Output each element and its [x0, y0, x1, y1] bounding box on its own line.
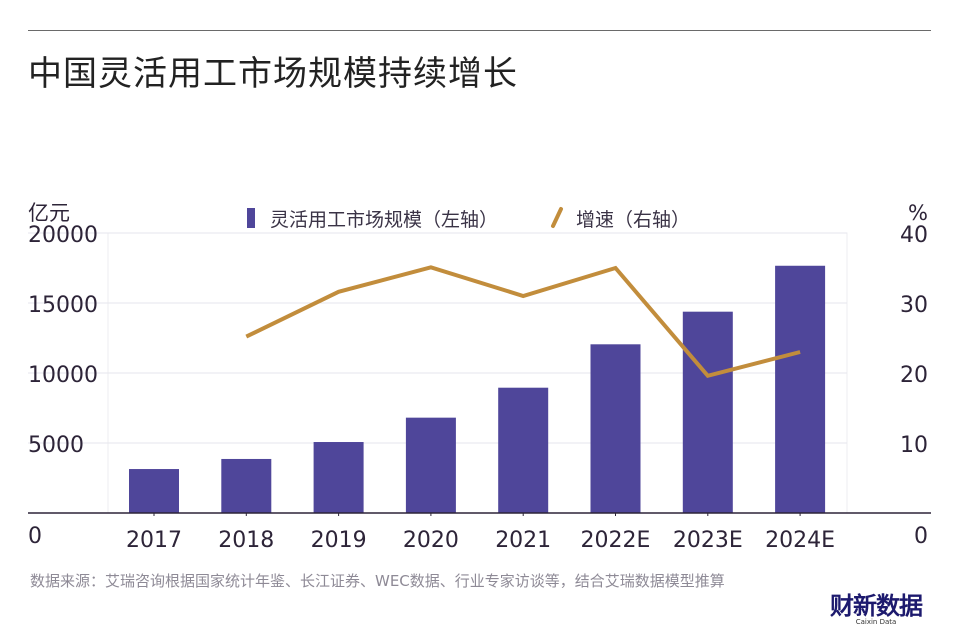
right-tick-label: 0 [914, 524, 928, 549]
bar-2019 [313, 442, 364, 513]
left-tick-label: 5000 [28, 433, 84, 458]
x-tick-label: 2022E [581, 528, 651, 553]
right-axis-label: % [908, 201, 928, 225]
left-tick-label: 0 [28, 524, 42, 549]
logo-text: 财新数据 [830, 592, 923, 620]
legend-bar-swatch [247, 208, 255, 228]
x-tick-label: 2017 [126, 528, 182, 553]
x-tick-label: 2018 [218, 528, 274, 553]
chart-title: 中国灵活用工市场规模持续增长 [28, 54, 518, 94]
left-axis-label: 亿元 [28, 201, 70, 225]
bar-2023E [682, 311, 733, 513]
right-tick-label: 20 [900, 363, 928, 388]
top-rule [28, 30, 931, 31]
right-tick-label: 10 [900, 433, 928, 458]
logo-subtext: Caixin Data [855, 618, 897, 626]
bar-2018 [221, 458, 272, 513]
bar-2021 [498, 387, 549, 513]
x-tick-label: 2019 [311, 528, 367, 553]
left-tick-label: 10000 [28, 363, 98, 388]
bar-2022E [590, 344, 641, 513]
x-tick-label: 2020 [403, 528, 459, 553]
caixin-data-logo: 财新数据 Caixin Data [830, 586, 923, 626]
right-tick-label: 40 [900, 223, 928, 248]
left-tick-label: 20000 [28, 223, 98, 248]
bar-2017 [129, 469, 179, 513]
source-note: 数据来源：艾瑞咨询根据国家统计年鉴、长江证券、WEC数据、行业专家访谈等，结合艾… [30, 572, 725, 590]
legend-bar-label: 灵活用工市场规模（左轴） [270, 209, 498, 231]
bar-2020 [405, 417, 456, 513]
bar-2024E [775, 265, 826, 513]
legend-line-swatch [551, 207, 563, 228]
x-tick-label: 2024E [765, 528, 835, 553]
legend-line-label: 增速（右轴） [576, 209, 690, 231]
x-tick-label: 2023E [673, 528, 743, 553]
right-tick-label: 30 [900, 293, 928, 318]
x-tick-label: 2021 [495, 528, 551, 553]
left-tick-label: 15000 [28, 293, 98, 318]
